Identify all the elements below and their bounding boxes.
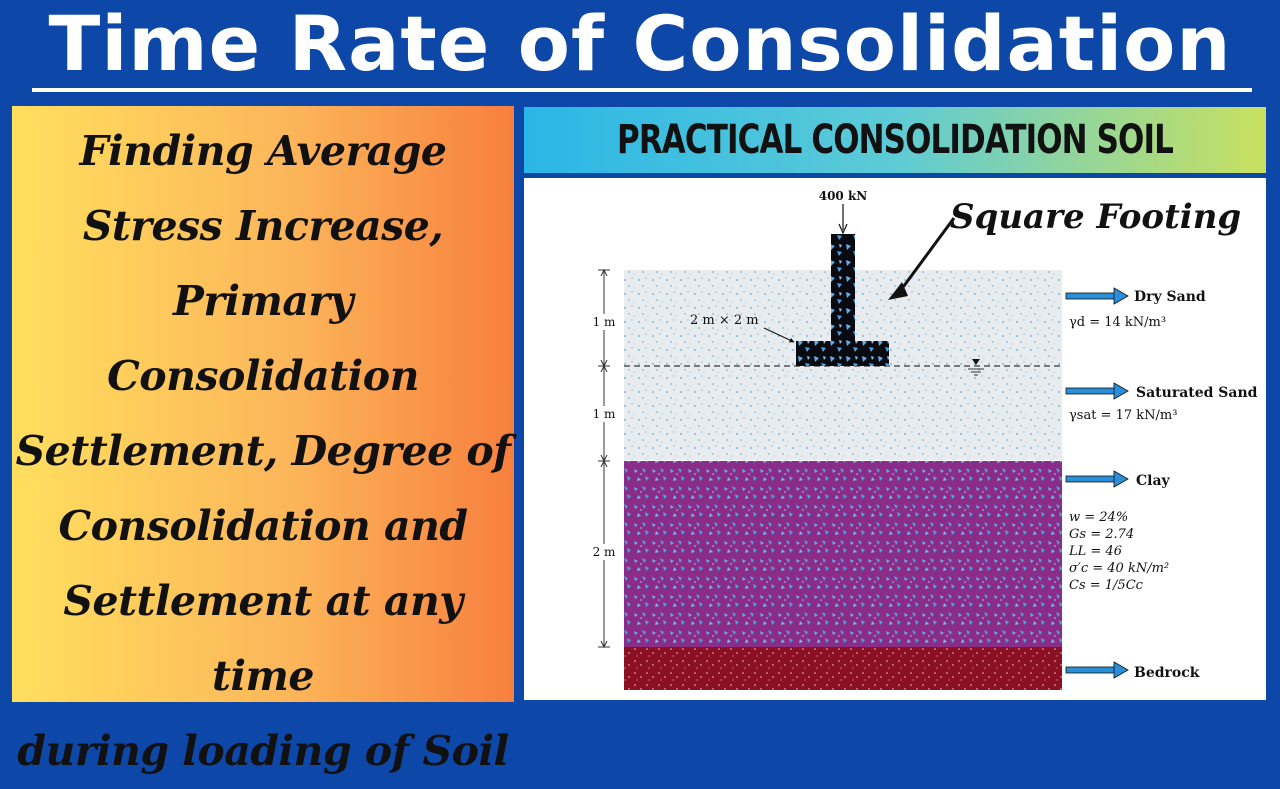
footing-size-arrow: [763, 327, 795, 343]
soil-profile-diagram: 400 kN Square Footing 2 m × 2 m 1 m 1 m …: [524, 178, 1266, 700]
dim-label-saturated-sand: 1 m: [593, 407, 616, 421]
topic-line: during loading of Soil: [17, 727, 509, 775]
load-label: 400 kN: [819, 189, 868, 203]
topics-text: Finding Average Stress Increase, Primary…: [12, 114, 514, 789]
bedrock-layer: [624, 647, 1062, 690]
topic-line: Finding Average: [79, 127, 447, 175]
callout-arrow: [896, 217, 956, 295]
layer-name-clay: Clay: [1136, 473, 1171, 489]
topic-line: Consolidation and: [58, 502, 468, 550]
dimension-line: [598, 268, 610, 649]
topic-line: Primary: [173, 277, 353, 325]
callout-arrow-head: [888, 282, 908, 300]
soil-profile-svg: 400 kN Square Footing 2 m × 2 m 1 m 1 m …: [590, 189, 1258, 690]
clay-layer: [624, 461, 1062, 647]
layer-prop: γd = 14 kN/m³: [1069, 315, 1166, 330]
layer-prop: γsat = 17 kN/m³: [1069, 408, 1177, 423]
layer-name-bedrock: Bedrock: [1134, 665, 1200, 681]
title-underline: [32, 88, 1252, 92]
topic-line: Consolidation: [107, 352, 419, 400]
topics-panel: Finding Average Stress Increase, Primary…: [12, 106, 514, 775]
topic-line: Settlement, Degree of: [15, 427, 511, 475]
layer-arrow-dry-sand: [1065, 287, 1129, 305]
layer-prop: Cs = 1/5Cc: [1069, 578, 1144, 593]
layer-prop: w = 24%: [1069, 510, 1128, 525]
layer-arrow-saturated-sand: [1065, 382, 1129, 400]
square-footing: [796, 234, 889, 366]
dim-label-dry-sand: 1 m: [593, 315, 616, 329]
topic-line: Stress Increase,: [82, 202, 444, 250]
layer-prop: σ′c = 40 kN/m²: [1069, 561, 1169, 576]
layer-arrow-clay: [1065, 470, 1129, 488]
layer-prop: Gs = 2.74: [1069, 527, 1134, 542]
load-arrow: [838, 204, 848, 235]
layer-name-dry-sand: Dry Sand: [1134, 289, 1206, 305]
dim-label-clay: 2 m: [593, 545, 616, 559]
footing-size-label: 2 m × 2 m: [690, 313, 759, 328]
footing-callout: Square Footing: [950, 197, 1241, 237]
section-banner: PRACTICAL CONSOLIDATION SOIL SITUATION: [524, 107, 1266, 229]
page-title: Time Rate of Consolidation: [48, 0, 1232, 88]
layer-arrow-bedrock: [1065, 661, 1129, 679]
layer-name-saturated-sand: Saturated Sand: [1136, 385, 1258, 401]
water-table-symbol: [968, 359, 984, 376]
layer-prop: LL = 46: [1068, 544, 1122, 559]
topic-line: Settlement at any time: [63, 577, 463, 700]
